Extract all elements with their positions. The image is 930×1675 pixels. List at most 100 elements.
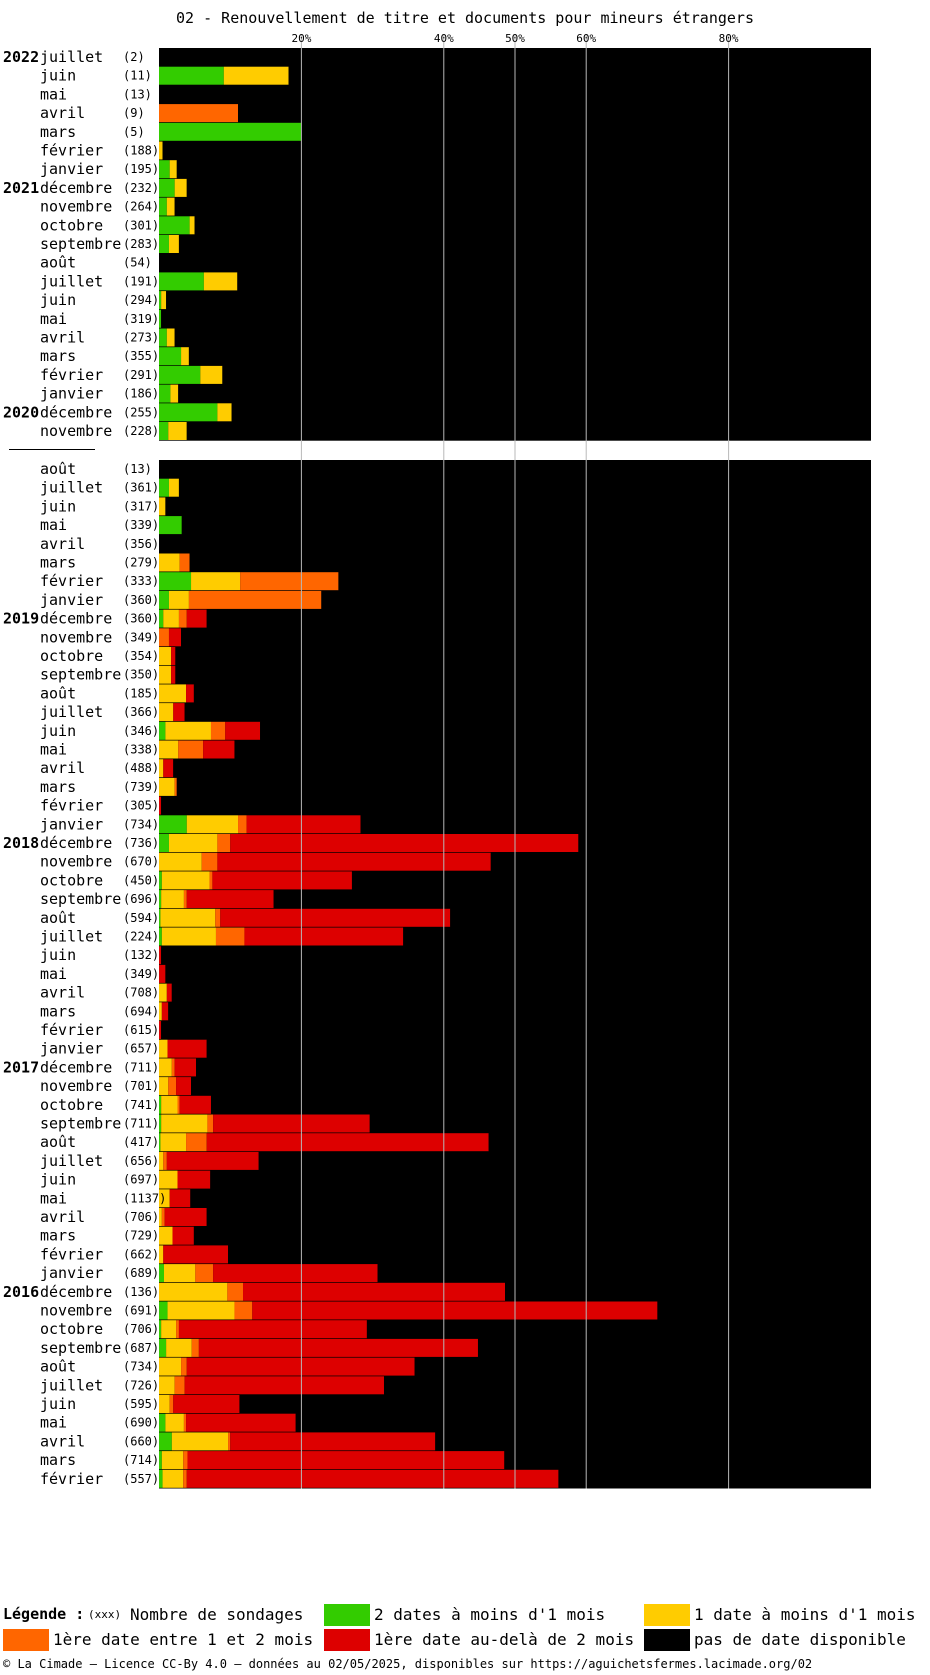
bar-segment-moins_1_mois_2_dates — [159, 1095, 162, 1114]
month-label: janvier — [40, 1264, 103, 1282]
count-label: (9) — [123, 106, 145, 120]
count-label: (714) — [123, 1453, 159, 1467]
bar-segment-entre_1_et_2_mois — [178, 740, 204, 759]
month-label: juillet — [40, 1152, 103, 1170]
bar-segment-pas_de_date — [178, 235, 871, 253]
bar-segment-pas_de_date — [231, 403, 871, 422]
legend-count-marker: (xxx) — [88, 1608, 122, 1621]
bar-segment-pas_de_date — [161, 796, 872, 815]
legend-label: pas de date disponible — [694, 1630, 906, 1649]
bar-segment-plus_2_mois — [173, 703, 185, 722]
month-label: août — [40, 684, 76, 702]
bar-segment-pas_de_date — [239, 1395, 871, 1413]
bar-segment-moins_1_mois_2_dates — [159, 815, 187, 834]
bar-segment-plus_2_mois — [178, 1320, 367, 1339]
bar-segment-moins_1_mois_2_dates — [159, 1114, 162, 1133]
count-label: (317) — [123, 499, 159, 513]
bar-segment-entre_1_et_2_mois — [168, 1077, 177, 1096]
bar-segment-moins_1_mois_2_dates — [159, 422, 169, 440]
bar-segment-entre_1_et_2_mois — [183, 1451, 188, 1470]
bar-segment-pas_de_date — [193, 1226, 871, 1245]
count-label: (696) — [123, 892, 159, 906]
month-label: juillet — [40, 928, 103, 946]
bar-segment-plus_2_mois — [252, 1301, 658, 1320]
month-label: avril — [40, 1432, 85, 1450]
count-label: (670) — [123, 855, 159, 869]
bar-segment-entre_1_et_2_mois — [201, 852, 218, 871]
month-label: septembre — [40, 1115, 121, 1133]
bar-segment-moins_1_mois_2_dates — [159, 216, 190, 235]
month-label: décembre — [40, 834, 112, 852]
bar-segment-moins_1_mois_2_dates — [159, 1451, 162, 1470]
bar-segment-pas_de_date — [238, 104, 872, 123]
month-label: novembre — [40, 1302, 112, 1320]
bar-segment-pas_de_date — [295, 1413, 872, 1432]
bar-segment-entre_1_et_2_mois — [238, 815, 247, 834]
count-label: (656) — [123, 1154, 159, 1168]
bar-segment-pas_de_date — [178, 384, 871, 403]
bar-segment-moins_1_mois_1_date — [165, 721, 211, 740]
bar-segment-moins_1_mois_2_dates — [159, 272, 204, 291]
month-label: juillet — [40, 479, 103, 497]
bar-segment-plus_2_mois — [186, 890, 274, 909]
bar-segment-pas_de_date — [228, 1245, 872, 1264]
bar-segment-plus_2_mois — [203, 740, 235, 759]
bar-segment-plus_2_mois — [179, 1095, 211, 1114]
bar-segment-entre_1_et_2_mois — [215, 927, 245, 946]
month-label: décembre — [40, 1283, 112, 1301]
bar-segment-moins_1_mois_1_date — [168, 478, 179, 497]
bar-segment-entre_1_et_2_mois — [169, 1395, 174, 1413]
month-label: décembre — [40, 179, 112, 197]
bar-segment-moins_1_mois_2_dates — [159, 1320, 162, 1339]
bar-segment-pas_de_date — [435, 1432, 871, 1451]
bar-segment-pas_de_date — [414, 1357, 871, 1376]
bar-segment-entre_1_et_2_mois — [228, 1432, 231, 1451]
month-label: mai — [40, 965, 67, 983]
bar-segment-moins_1_mois_2_dates — [159, 122, 302, 141]
month-label: novembre — [40, 628, 112, 646]
month-label: décembre — [40, 610, 112, 628]
month-label: juillet — [40, 272, 103, 290]
bar-segment-entre_1_et_2_mois — [186, 1133, 207, 1152]
bar-segment-pas_de_date — [222, 365, 872, 384]
bar-segment-moins_1_mois_2_dates — [159, 1432, 172, 1451]
bar-segment-pas_de_date — [161, 1021, 872, 1039]
bar-segment-pas_de_date — [206, 1039, 872, 1058]
bar-segment-pas_de_date — [206, 1208, 872, 1226]
legend: Légende : (xxx) Nombre de sondages 2 dat… — [0, 1604, 930, 1654]
count-label: (417) — [123, 1135, 159, 1149]
count-label: (354) — [123, 649, 159, 663]
legend-label: 1 date à moins d'1 mois — [694, 1605, 916, 1624]
bar-segment-entre_1_et_2_mois — [159, 104, 239, 123]
bar-segment-moins_1_mois_2_dates — [159, 908, 161, 927]
bar-segment-plus_2_mois — [166, 983, 172, 1002]
bar-segment-plus_2_mois — [244, 927, 404, 946]
bar-segment-moins_1_mois_1_date — [159, 1357, 182, 1376]
month-label: mai — [40, 741, 67, 759]
count-label: (185) — [123, 686, 159, 700]
bar-segment-moins_1_mois_1_date — [168, 834, 218, 852]
count-label: (662) — [123, 1247, 159, 1261]
count-label: (488) — [123, 761, 159, 775]
bar-segment-pas_de_date — [558, 1469, 871, 1488]
count-label: (726) — [123, 1378, 159, 1392]
bar-segment-moins_1_mois_1_date — [166, 1338, 192, 1357]
bar-segment-pas_de_date — [273, 890, 872, 909]
count-label: (273) — [123, 331, 159, 345]
bar-segment-pas_de_date — [189, 553, 872, 572]
month-label: juin — [40, 291, 76, 309]
bar-segment-moins_1_mois_1_date — [159, 647, 172, 665]
month-label: avril — [40, 104, 85, 122]
bar-segment-moins_1_mois_1_date — [161, 1114, 208, 1133]
count-label: (228) — [123, 424, 159, 438]
bar-segment-entre_1_et_2_mois — [159, 628, 169, 647]
count-label: (232) — [123, 181, 159, 195]
bar-segment-entre_1_et_2_mois — [195, 1264, 214, 1283]
bar-segment-entre_1_et_2_mois — [177, 1095, 180, 1114]
bar-segment-moins_1_mois_1_date — [163, 1264, 196, 1283]
month-label: mai — [40, 1189, 67, 1207]
count-label: (711) — [123, 1117, 159, 1131]
month-label: août — [40, 460, 76, 478]
bar-segment-plus_2_mois — [159, 964, 166, 983]
bar-segment-pas_de_date — [190, 1189, 871, 1208]
